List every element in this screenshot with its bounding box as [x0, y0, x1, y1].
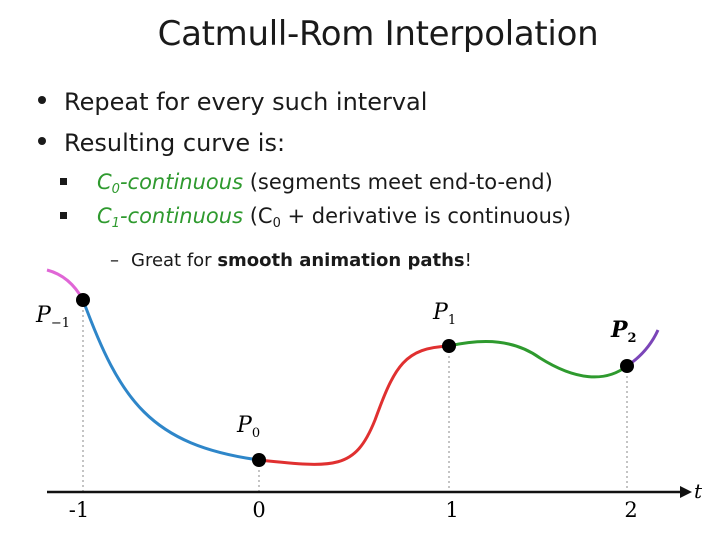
label-p-1: P−1 — [35, 303, 70, 331]
square-bullet — [60, 211, 67, 219]
label-p2: P2 — [610, 317, 637, 346]
bullet-text: Repeat for every such interval — [64, 88, 428, 116]
tick-label-minus1: -1 — [69, 498, 89, 522]
outer-segment-left — [46, 268, 85, 301]
tick-label-1: 1 — [445, 498, 458, 522]
c0-term: C0-continuous — [97, 170, 244, 197]
tick-label-2: 2 — [624, 498, 637, 522]
control-point-p0 — [252, 453, 266, 467]
axis-arrowhead — [680, 486, 692, 498]
page-title: Catmull-Rom Interpolation — [157, 14, 599, 54]
bullet-dot — [38, 137, 46, 145]
c0-description: (segments meet end-to-end) — [243, 170, 553, 194]
bullet-dot — [38, 96, 46, 104]
sub-sub-item-animation: – Great for smooth animation paths! — [110, 250, 472, 271]
axis-label-t: t — [694, 479, 703, 503]
bullet-resulting-curve: Resulting curve is: — [38, 129, 285, 157]
segment-p0-p1 — [258, 344, 450, 466]
control-point-p2 — [620, 359, 634, 373]
guide-lines — [82, 300, 628, 492]
square-bullet — [60, 177, 67, 185]
c1-term: C1-continuous — [97, 204, 244, 231]
label-p0: P0 — [236, 413, 260, 441]
label-p1: P1 — [432, 300, 456, 328]
bullet-repeat: Repeat for every such interval — [38, 88, 427, 116]
bullet-text: Resulting curve is: — [64, 129, 286, 157]
sub-item-c1: C1-continuous (C0 + derivative is contin… — [60, 204, 571, 231]
tick-label-0: 0 — [252, 498, 265, 522]
segment-p-1-p0 — [81, 299, 260, 462]
segment-p1-p2 — [448, 340, 628, 379]
c1-description: (C0 + derivative is continuous) — [243, 204, 572, 231]
control-point-p-1 — [76, 293, 90, 307]
sub-item-c0: C0-continuous (segments meet end-to-end) — [60, 170, 553, 197]
control-point-p1 — [442, 339, 456, 353]
